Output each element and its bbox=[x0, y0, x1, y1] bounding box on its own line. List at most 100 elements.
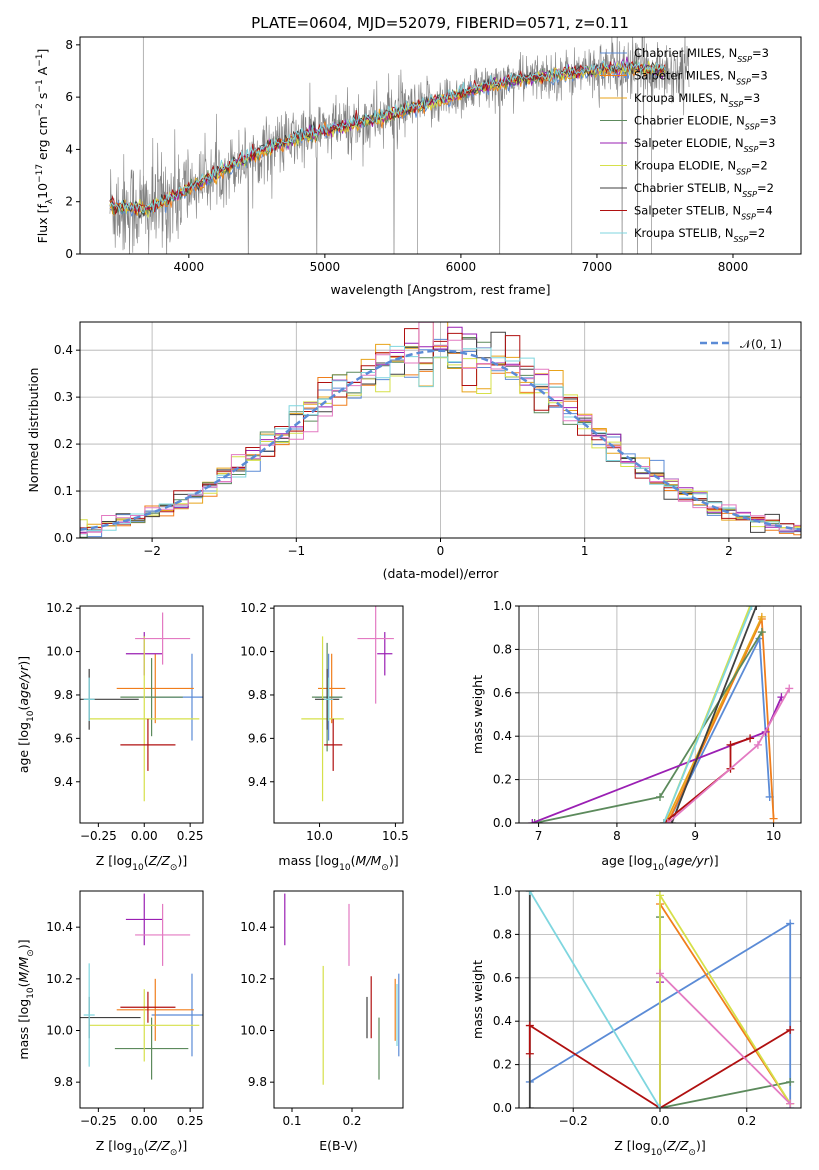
y-tick-label: 0.0 bbox=[54, 531, 73, 545]
gaussian-curve bbox=[80, 349, 801, 532]
weight-marker bbox=[757, 612, 766, 621]
legend-label: Chabrier ELODIE, NSSP=3 bbox=[634, 114, 776, 132]
axes-residuals: −2 −1 0 1 2 0.0 0.1 0.2 0.3 0.4 𝒩(0, 1) (data-model… bbox=[26, 321, 802, 581]
weight-marker bbox=[656, 891, 664, 900]
plot-area bbox=[109, 37, 690, 254]
plot-area bbox=[528, 606, 794, 823]
x-tick-label: 0.00 bbox=[131, 829, 158, 843]
y-tick-label: 0.4 bbox=[54, 343, 73, 357]
weight-marker bbox=[747, 606, 756, 610]
x-tick-label: −1 bbox=[287, 544, 305, 558]
y-tick-label: 9.6 bbox=[54, 731, 73, 745]
plot-area bbox=[80, 612, 203, 802]
plots-root: 4000 5000 6000 7000 8000 0 2 4 6 8 Chabrier MILES,… bbox=[16, 36, 802, 1158]
x-axis-label: (data-model)/error bbox=[383, 566, 500, 581]
x-axis-label: wavelength [Angstrom, rest frame] bbox=[330, 282, 550, 297]
axes-weight-vs-Z: −0.2 0.0 0.2 0.0 0.2 0.4 0.6 0.8 1.0 Z [log10(Z/Z… bbox=[470, 884, 802, 1158]
axes-frame bbox=[273, 605, 404, 824]
y-tick-label: 10.2 bbox=[240, 601, 267, 615]
y-tick-label: 0.4 bbox=[493, 1014, 512, 1028]
axes-frame bbox=[79, 890, 204, 1109]
x-tick-label: 0 bbox=[437, 544, 445, 558]
y-tick-label: 0.3 bbox=[54, 390, 73, 404]
figure-title: PLATE=0604, MJD=52079, FIBERID=0571, z=0… bbox=[251, 14, 629, 32]
weight-marker bbox=[525, 891, 534, 895]
weight-line bbox=[659, 917, 791, 1108]
plot-area bbox=[80, 893, 203, 1080]
y-tick-label: 9.4 bbox=[54, 775, 73, 789]
y-axis-label: mass weight bbox=[470, 675, 485, 754]
legend-label: Kroupa MILES, NSSP=3 bbox=[634, 91, 760, 109]
axes-mass-vs-ebv: 0.1 0.2 9.8 10.0 10.2 10.4 E(B-V) bbox=[240, 890, 404, 1153]
model-line bbox=[109, 56, 665, 213]
y-axis-label: mass weight bbox=[470, 960, 485, 1039]
model-line bbox=[109, 60, 666, 213]
x-tick-label: −0.2 bbox=[559, 1114, 588, 1128]
x-tick-label: 6000 bbox=[446, 260, 477, 274]
weight-marker bbox=[663, 819, 672, 823]
weight-marker bbox=[525, 1104, 534, 1108]
y-tick-label: 10.0 bbox=[240, 1024, 267, 1038]
weight-line bbox=[663, 737, 751, 823]
x-axis-label: Z [log10(Z/Z⊙)] bbox=[614, 1138, 705, 1158]
legend-label: Kroupa ELODIE, NSSP=2 bbox=[634, 159, 768, 177]
y-tick-label: 10.0 bbox=[46, 1024, 73, 1038]
x-tick-label: 10.0 bbox=[306, 829, 333, 843]
y-tick-label: 0.2 bbox=[493, 773, 512, 787]
weight-marker bbox=[786, 919, 795, 928]
legend-label: Salpeter MILES, NSSP=3 bbox=[634, 69, 768, 87]
x-tick-label: −0.25 bbox=[80, 1114, 117, 1128]
x-tick-label: 10.5 bbox=[382, 829, 409, 843]
y-tick-label: 8 bbox=[65, 38, 73, 52]
plot-area bbox=[301, 606, 394, 802]
y-tick-label: 9.8 bbox=[54, 1075, 73, 1089]
y-tick-label: 9.4 bbox=[248, 775, 267, 789]
x-tick-label: 8 bbox=[613, 829, 621, 843]
legend-label: 𝒩(0, 1) bbox=[740, 337, 782, 351]
weight-marker bbox=[656, 969, 664, 978]
x-tick-label: 0.2 bbox=[342, 1114, 361, 1128]
y-tick-label: 10.2 bbox=[46, 601, 73, 615]
y-tick-label: 10.0 bbox=[240, 645, 267, 659]
y-tick-label: 9.8 bbox=[248, 1075, 267, 1089]
x-tick-label: 0.00 bbox=[131, 1114, 158, 1128]
y-tick-label: 0.1 bbox=[54, 484, 73, 498]
x-tick-label: 7 bbox=[535, 829, 543, 843]
legend-label: Chabrier MILES, NSSP=3 bbox=[634, 46, 769, 64]
x-axis-label: E(B-V) bbox=[319, 1138, 358, 1153]
x-tick-label: 7000 bbox=[582, 260, 613, 274]
axes-spectrum: 4000 5000 6000 7000 8000 0 2 4 6 8 Chabrier MILES,… bbox=[35, 36, 802, 297]
plot-area bbox=[525, 891, 795, 1108]
x-tick-label: 4000 bbox=[174, 260, 205, 274]
weight-marker bbox=[656, 1104, 664, 1108]
weight-line bbox=[531, 696, 783, 823]
legend-label: Salpeter ELODIE, NSSP=3 bbox=[634, 136, 775, 154]
axes-age-vs-Z: −0.25 0.00 0.25 9.4 9.6 9.8 10.0 10.2 Z [log10(Z… bbox=[16, 601, 204, 873]
weight-marker bbox=[525, 1021, 534, 1030]
y-tick-label: 10.4 bbox=[46, 920, 73, 934]
axes-age-vs-mass: 10.0 10.5 9.4 9.6 9.8 10.0 10.2 mass [log10(M/M… bbox=[240, 601, 409, 873]
weight-marker bbox=[530, 819, 539, 823]
y-tick-label: 0.6 bbox=[493, 686, 512, 700]
y-tick-label: 1.0 bbox=[493, 884, 512, 898]
histogram-step bbox=[80, 338, 801, 538]
histogram-step bbox=[80, 345, 801, 535]
y-tick-label: 9.8 bbox=[54, 688, 73, 702]
weight-marker bbox=[785, 684, 794, 693]
x-axis-label: Z [log10(Z/Z⊙)] bbox=[96, 853, 187, 873]
x-tick-label: 10 bbox=[766, 829, 781, 843]
model-line bbox=[109, 61, 666, 219]
y-tick-label: 10.0 bbox=[46, 645, 73, 659]
x-tick-label: 0.25 bbox=[177, 829, 204, 843]
axes-frame bbox=[79, 605, 204, 824]
y-tick-label: 4 bbox=[65, 142, 73, 156]
y-tick-label: 0.8 bbox=[493, 927, 512, 941]
x-axis-label: Z [log10(Z/Z⊙)] bbox=[96, 1138, 187, 1158]
x-tick-label: 0.2 bbox=[737, 1114, 756, 1128]
weight-marker bbox=[659, 819, 668, 823]
weight-line bbox=[529, 891, 661, 1108]
y-tick-label: 9.6 bbox=[248, 731, 267, 745]
y-axis-label: mass [log10(M/M⊙)] bbox=[16, 939, 36, 1059]
weight-marker bbox=[528, 819, 537, 823]
